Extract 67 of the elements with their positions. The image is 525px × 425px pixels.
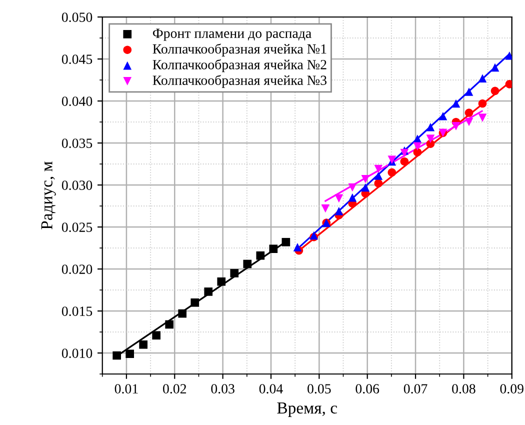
x-tick-label: 0.06 xyxy=(356,384,380,394)
point xyxy=(374,179,383,188)
point xyxy=(217,277,226,286)
point xyxy=(438,112,448,120)
point xyxy=(400,157,409,166)
point xyxy=(269,244,278,254)
y-tick-label: 0.015 xyxy=(62,306,92,316)
point xyxy=(452,99,460,108)
y-tick-label: 0.040 xyxy=(62,96,92,106)
point xyxy=(243,260,252,268)
legend-label: Колпачкообразная ячейка №2 xyxy=(152,59,326,72)
point xyxy=(152,331,160,340)
point xyxy=(112,351,121,360)
point xyxy=(452,122,460,130)
point xyxy=(334,194,344,203)
point xyxy=(348,193,357,202)
point xyxy=(400,148,409,158)
point xyxy=(490,86,500,96)
point xyxy=(426,122,435,132)
point xyxy=(361,183,370,192)
point xyxy=(426,134,435,143)
point xyxy=(413,142,422,151)
point xyxy=(190,298,200,307)
point xyxy=(388,168,396,177)
point xyxy=(464,88,474,96)
x-axis-title: Время, с xyxy=(277,402,338,417)
point xyxy=(256,251,265,260)
x-tick-label: 0.02 xyxy=(163,384,186,394)
point xyxy=(374,172,383,180)
point xyxy=(334,206,344,216)
point xyxy=(126,350,134,358)
y-tick-label: 0.010 xyxy=(62,348,92,358)
y-tick-label: 0.045 xyxy=(62,54,92,64)
y-tick-label: 0.020 xyxy=(62,264,92,274)
point xyxy=(348,183,357,192)
legend-label: Колпачкообразная ячейка №3 xyxy=(152,74,326,88)
x-tick-label: 0.08 xyxy=(452,384,476,394)
legend-label: Фронт пламени до распада xyxy=(152,28,312,41)
x-tick-label: 0.04 xyxy=(259,384,283,394)
y-tick-label: 0.025 xyxy=(62,222,92,232)
point xyxy=(204,288,213,296)
y-tick-label: 0.050 xyxy=(62,12,92,22)
point xyxy=(178,309,187,318)
x-tick-label: 0.09 xyxy=(500,384,524,394)
legend-label: Колпачкообразная ячейка №1 xyxy=(152,44,326,56)
point xyxy=(230,269,239,278)
point xyxy=(490,63,500,72)
point xyxy=(413,148,422,156)
y-tick-label: 0.030 xyxy=(62,180,92,190)
x-tick-label: 0.05 xyxy=(308,384,331,394)
x-tick-label: 0.07 xyxy=(404,384,428,394)
point xyxy=(282,238,290,246)
point xyxy=(293,242,302,252)
y-tick-label: 0.035 xyxy=(62,138,92,148)
point xyxy=(361,174,370,184)
x-tick-label: 0.01 xyxy=(114,384,138,394)
point xyxy=(139,340,148,349)
point xyxy=(165,320,174,329)
point xyxy=(478,74,487,82)
point xyxy=(478,99,487,108)
point xyxy=(464,118,474,126)
point xyxy=(374,164,383,174)
point xyxy=(464,108,474,117)
y-axis-title: Радиус, м xyxy=(41,162,56,230)
point xyxy=(478,114,487,122)
point xyxy=(321,204,330,213)
x-tick-label: 0.03 xyxy=(211,384,234,394)
